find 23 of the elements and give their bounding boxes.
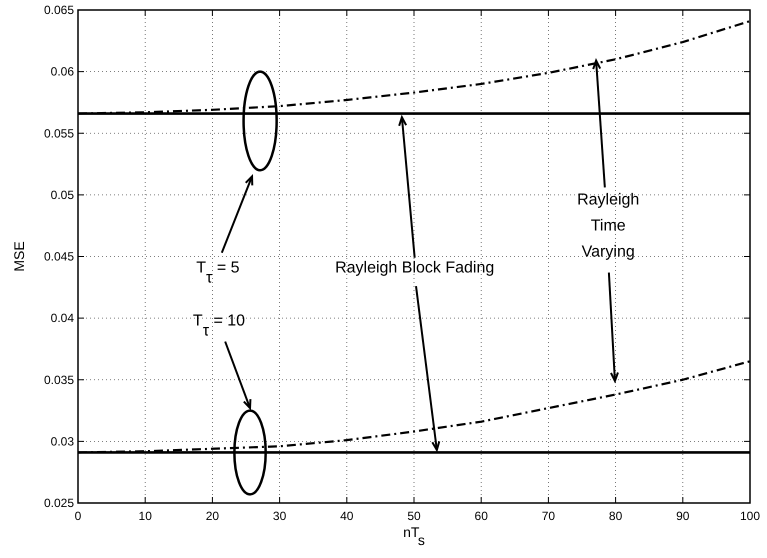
y-tick-label: 0.045: [44, 250, 74, 264]
y-tick-label: 0.035: [44, 372, 74, 387]
x-tick-label: 70: [542, 509, 556, 523]
x-tick-label: 60: [474, 509, 488, 523]
annotation: Rayleigh Block Fading: [335, 260, 494, 277]
y-tick-label: 0.025: [44, 496, 74, 510]
x-tick-label: 10: [138, 509, 152, 523]
x-tick-label: 20: [206, 509, 220, 523]
y-tick-label: 0.06: [50, 64, 74, 79]
annotation: Rayleigh Time Varying: [577, 192, 640, 261]
y-axis-title: MSE: [11, 241, 27, 272]
x-tick-label: 100: [740, 509, 760, 523]
x-tick-label: 40: [340, 509, 354, 523]
y-tick-label: 0.05: [50, 188, 74, 202]
y-tick-label: 0.055: [44, 126, 74, 140]
y-tick-label: 0.04: [50, 311, 74, 326]
x-tick-label: 0: [74, 509, 82, 523]
y-tick-label: 0.03: [50, 434, 74, 448]
x-tick-label: 50: [407, 509, 421, 523]
x-tick-label: 80: [608, 509, 623, 523]
y-tick-label: 0.065: [44, 3, 74, 17]
x-tick-label: 90: [676, 509, 690, 523]
x-tick-label: 30: [272, 509, 287, 523]
